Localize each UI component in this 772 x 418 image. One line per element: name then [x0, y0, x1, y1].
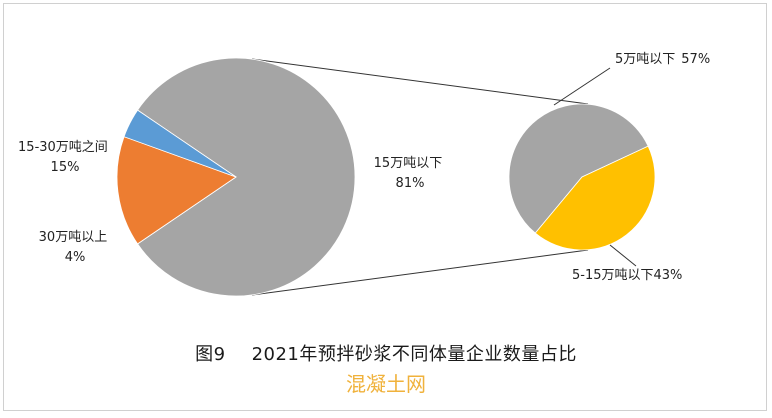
- sub-label-43: 5-15万吨以下43%: [572, 268, 682, 283]
- leader-43: [609, 244, 637, 267]
- main-slice-30wan-above: [123, 109, 237, 178]
- figure-number: 图9: [195, 344, 226, 365]
- connector-bottom: [251, 249, 589, 296]
- main-label-4: 30万吨以上 4%: [39, 230, 112, 265]
- sub-slice-5-15wan: [534, 145, 656, 251]
- watermark-text: 混凝土网: [346, 372, 426, 396]
- leader-lines: [553, 67, 637, 267]
- connector-top: [251, 58, 589, 105]
- figure-caption: 图9 2021年预拌砂浆不同体量企业数量占比: [0, 340, 772, 366]
- main-label-81: 15万吨以下 81%: [374, 156, 447, 191]
- figure-title: 2021年预拌砂浆不同体量企业数量占比: [251, 344, 577, 365]
- main-slice-15wan-below: [137, 57, 356, 297]
- leader-57: [553, 67, 611, 106]
- main-slice-15-30wan: [116, 136, 237, 245]
- main-label-15: 15-30万吨之间 15%: [18, 140, 112, 175]
- sub-label-57: 5万吨以下 57%: [615, 52, 710, 67]
- sub-pie: [508, 103, 656, 251]
- sub-slice-5wan-below: [508, 103, 649, 234]
- main-pie: [116, 57, 356, 297]
- connector-lines: [251, 58, 589, 296]
